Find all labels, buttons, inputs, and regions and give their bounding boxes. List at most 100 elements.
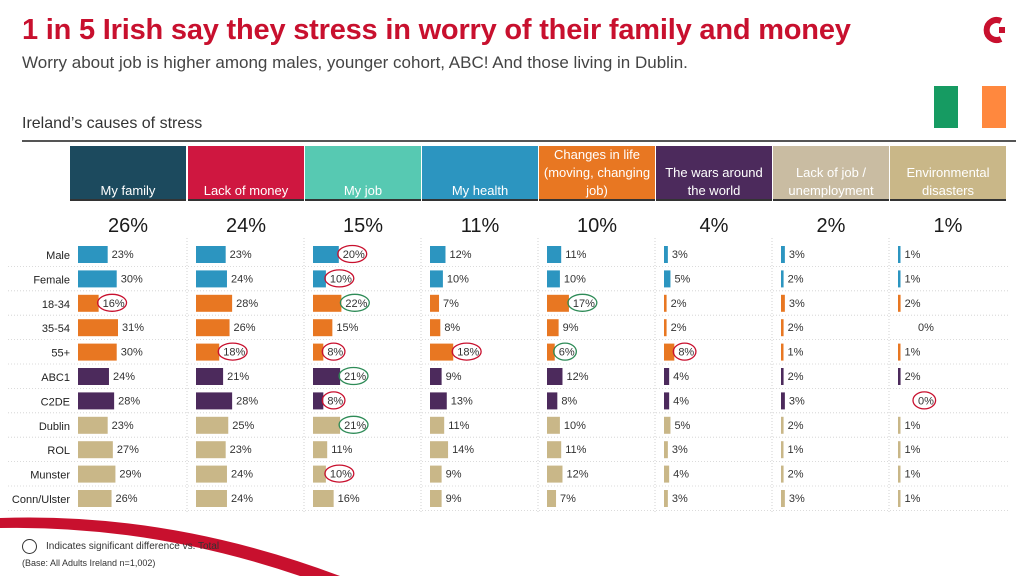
significance-circle bbox=[324, 269, 355, 288]
header-label-7: unemployment bbox=[788, 183, 874, 198]
base-note: (Base: All Adults Ireland n=1,002) bbox=[22, 558, 156, 568]
data-label: 18% bbox=[457, 347, 479, 359]
data-label: 23% bbox=[230, 249, 252, 261]
row-label: 55+ bbox=[51, 348, 70, 360]
data-label: 8% bbox=[327, 395, 343, 407]
bar bbox=[664, 246, 668, 263]
data-label: 24% bbox=[231, 493, 253, 505]
header-cell-4 bbox=[422, 146, 538, 199]
data-label: 17% bbox=[573, 298, 595, 310]
data-label: 11% bbox=[565, 249, 586, 261]
total-value-3: 15% bbox=[343, 215, 383, 237]
data-label: 3% bbox=[789, 249, 805, 261]
bar bbox=[430, 319, 441, 337]
bar bbox=[196, 246, 226, 263]
data-label: 13% bbox=[451, 395, 473, 407]
header-cell-5 bbox=[539, 146, 655, 199]
data-label: 7% bbox=[560, 493, 576, 505]
data-label: 9% bbox=[446, 469, 462, 481]
data-label: 9% bbox=[563, 322, 579, 334]
data-label: 12% bbox=[449, 249, 471, 261]
bar bbox=[781, 465, 784, 483]
irish-flag-icon bbox=[934, 86, 1006, 128]
data-label: 11% bbox=[565, 444, 586, 456]
header-cell-2 bbox=[188, 146, 304, 199]
header-label-2: Lack of money bbox=[204, 183, 289, 198]
bar bbox=[313, 490, 334, 507]
bar bbox=[781, 319, 784, 337]
bar bbox=[547, 294, 569, 312]
total-value-5: 10% bbox=[577, 215, 617, 237]
header-label-5: (moving, changing bbox=[544, 165, 650, 180]
header-label-6: The wars around bbox=[665, 165, 763, 180]
bar bbox=[547, 246, 562, 263]
bar bbox=[430, 368, 442, 385]
bar bbox=[78, 343, 117, 361]
bar bbox=[664, 392, 670, 410]
significance-circle bbox=[217, 342, 248, 361]
bar bbox=[547, 368, 563, 385]
data-label: 10% bbox=[564, 273, 586, 285]
bar bbox=[313, 441, 328, 459]
bar bbox=[196, 441, 226, 459]
legend-note: Indicates significant difference vs. Tot… bbox=[46, 541, 220, 552]
bar bbox=[664, 368, 670, 385]
total-value-6: 4% bbox=[700, 215, 729, 237]
bar bbox=[313, 270, 326, 288]
significance-circle bbox=[339, 293, 370, 312]
bar bbox=[313, 246, 339, 263]
bar bbox=[781, 246, 785, 263]
data-label: 21% bbox=[344, 420, 366, 432]
bar bbox=[78, 441, 113, 459]
bar bbox=[78, 465, 116, 483]
data-label: 30% bbox=[121, 273, 143, 285]
bar bbox=[313, 343, 324, 361]
data-label: 25% bbox=[232, 420, 254, 432]
header-label-8: Environmental bbox=[906, 165, 989, 180]
data-label: 1% bbox=[905, 347, 921, 359]
data-label: 1% bbox=[788, 444, 804, 456]
bar bbox=[313, 465, 326, 483]
bar bbox=[898, 416, 901, 434]
data-label: 2% bbox=[905, 298, 921, 310]
row-label: Munster bbox=[30, 470, 70, 482]
data-label: 5% bbox=[674, 273, 690, 285]
row-label: Dublin bbox=[39, 421, 70, 433]
bar bbox=[547, 490, 557, 507]
bar bbox=[664, 294, 667, 312]
bar bbox=[430, 343, 454, 361]
bar bbox=[547, 343, 555, 361]
data-label: 1% bbox=[905, 420, 921, 432]
header-label-8: disasters bbox=[922, 183, 975, 198]
data-label: 10% bbox=[330, 273, 352, 285]
significance-circle bbox=[451, 342, 482, 361]
data-label: 24% bbox=[113, 371, 135, 383]
data-label: 1% bbox=[905, 273, 921, 285]
bar bbox=[664, 343, 675, 361]
data-label: 26% bbox=[116, 493, 138, 505]
bar bbox=[196, 343, 220, 361]
bar bbox=[196, 319, 230, 337]
data-label: 3% bbox=[672, 249, 688, 261]
header-label-5: Changes in life bbox=[554, 147, 640, 162]
data-label: 11% bbox=[331, 444, 352, 456]
bar bbox=[664, 270, 671, 288]
total-value-8: 1% bbox=[934, 215, 963, 237]
data-label: 4% bbox=[673, 395, 689, 407]
data-label: 12% bbox=[566, 469, 588, 481]
bar bbox=[781, 343, 784, 361]
significance-circle bbox=[338, 415, 369, 434]
bar bbox=[430, 270, 443, 288]
significance-circle bbox=[96, 293, 128, 312]
bar bbox=[547, 270, 560, 288]
data-label: 2% bbox=[788, 469, 804, 481]
bar bbox=[78, 368, 109, 385]
total-value-7: 2% bbox=[817, 215, 846, 237]
bar bbox=[78, 319, 118, 337]
bar bbox=[78, 490, 112, 507]
row-label: ROL bbox=[47, 445, 70, 457]
bar bbox=[313, 368, 341, 385]
data-label: 23% bbox=[230, 444, 252, 456]
data-label: 3% bbox=[789, 395, 805, 407]
